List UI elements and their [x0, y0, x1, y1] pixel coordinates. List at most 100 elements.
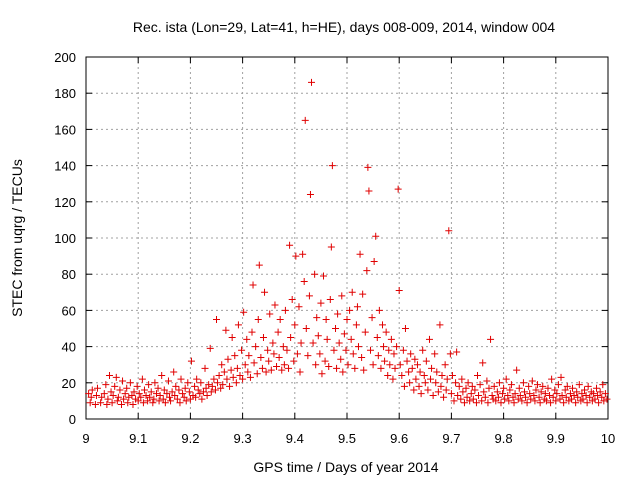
data-point	[518, 397, 526, 405]
x-tick-label: 9.7	[442, 431, 460, 446]
data-point	[100, 390, 108, 398]
data-point	[460, 399, 468, 407]
data-point	[511, 390, 519, 398]
data-point	[316, 350, 324, 358]
data-point	[309, 339, 317, 347]
data-point	[306, 191, 314, 199]
data-point	[160, 386, 168, 394]
data-point	[273, 363, 281, 371]
data-point	[186, 395, 194, 403]
data-point	[457, 395, 465, 403]
data-point	[210, 375, 218, 383]
data-point	[360, 366, 368, 374]
data-point	[505, 397, 513, 405]
data-points	[85, 78, 611, 409]
data-point	[365, 187, 373, 195]
data-point	[573, 388, 581, 396]
data-point	[205, 381, 213, 389]
data-point	[170, 368, 178, 376]
data-point	[515, 384, 523, 392]
data-point	[269, 339, 277, 347]
data-point	[601, 390, 609, 398]
data-point	[104, 395, 112, 403]
data-point	[422, 357, 430, 365]
x-tick-label: 9.5	[338, 431, 356, 446]
data-point	[111, 382, 119, 390]
data-point	[304, 352, 312, 360]
data-point	[446, 350, 454, 358]
data-point	[233, 364, 241, 372]
data-point	[167, 397, 175, 405]
data-point	[463, 393, 471, 401]
data-point	[126, 379, 134, 387]
data-point	[222, 326, 230, 334]
data-point	[166, 393, 174, 401]
data-point	[125, 393, 133, 401]
axis-ticks	[85, 56, 609, 420]
data-point	[322, 315, 330, 323]
data-point	[479, 359, 487, 367]
data-point	[369, 361, 377, 369]
x-tick-labels: 9 9.1 9.2 9.3 9.4 9.5 9.6 9.7 9.8 9.9 10	[82, 431, 615, 446]
y-tick-label: 40	[62, 340, 76, 355]
data-point	[254, 315, 262, 323]
data-point	[377, 364, 385, 372]
data-point	[313, 314, 321, 322]
data-point	[119, 377, 127, 385]
x-tick-label: 9.2	[181, 431, 199, 446]
data-point	[120, 395, 128, 403]
data-point	[574, 393, 582, 401]
data-point	[206, 344, 214, 352]
data-point	[582, 391, 590, 399]
data-point	[328, 162, 336, 170]
data-point	[548, 375, 556, 383]
data-point	[130, 388, 138, 396]
data-point	[323, 335, 331, 343]
data-point	[213, 315, 220, 323]
data-point	[382, 328, 390, 336]
data-point	[114, 393, 122, 401]
data-point	[203, 391, 211, 399]
data-point	[455, 382, 463, 390]
data-point	[164, 377, 172, 385]
data-point	[172, 382, 180, 390]
data-point	[228, 334, 236, 342]
data-point	[450, 397, 458, 405]
data-point	[586, 393, 594, 401]
data-point	[401, 325, 409, 332]
data-point	[387, 335, 395, 343]
data-point	[560, 399, 568, 407]
x-tick-label: 9.1	[129, 431, 147, 446]
data-point	[483, 377, 491, 385]
data-point	[182, 397, 190, 405]
data-point	[487, 335, 495, 343]
data-point	[441, 361, 449, 369]
data-point	[219, 381, 227, 389]
data-point	[459, 388, 467, 396]
data-point	[285, 364, 293, 372]
data-point	[475, 391, 483, 399]
data-point	[151, 379, 159, 387]
data-point	[218, 361, 226, 369]
data-point	[462, 384, 470, 392]
x-tick-label: 9	[82, 431, 89, 446]
data-point	[180, 393, 188, 401]
data-point	[428, 364, 436, 372]
data-point	[208, 382, 216, 390]
data-point	[417, 390, 425, 398]
data-point	[532, 386, 540, 394]
data-point	[552, 397, 560, 405]
data-point	[557, 373, 565, 381]
data-point	[415, 382, 423, 390]
data-point	[187, 357, 195, 365]
data-point	[386, 361, 394, 369]
data-point	[507, 381, 515, 389]
y-axis-title: STEC from uqrg / TECUs	[9, 159, 25, 317]
data-point	[554, 381, 562, 389]
data-point	[326, 296, 334, 304]
data-point	[220, 368, 228, 376]
data-point	[527, 395, 535, 403]
data-point	[223, 375, 231, 383]
data-point	[375, 306, 383, 314]
